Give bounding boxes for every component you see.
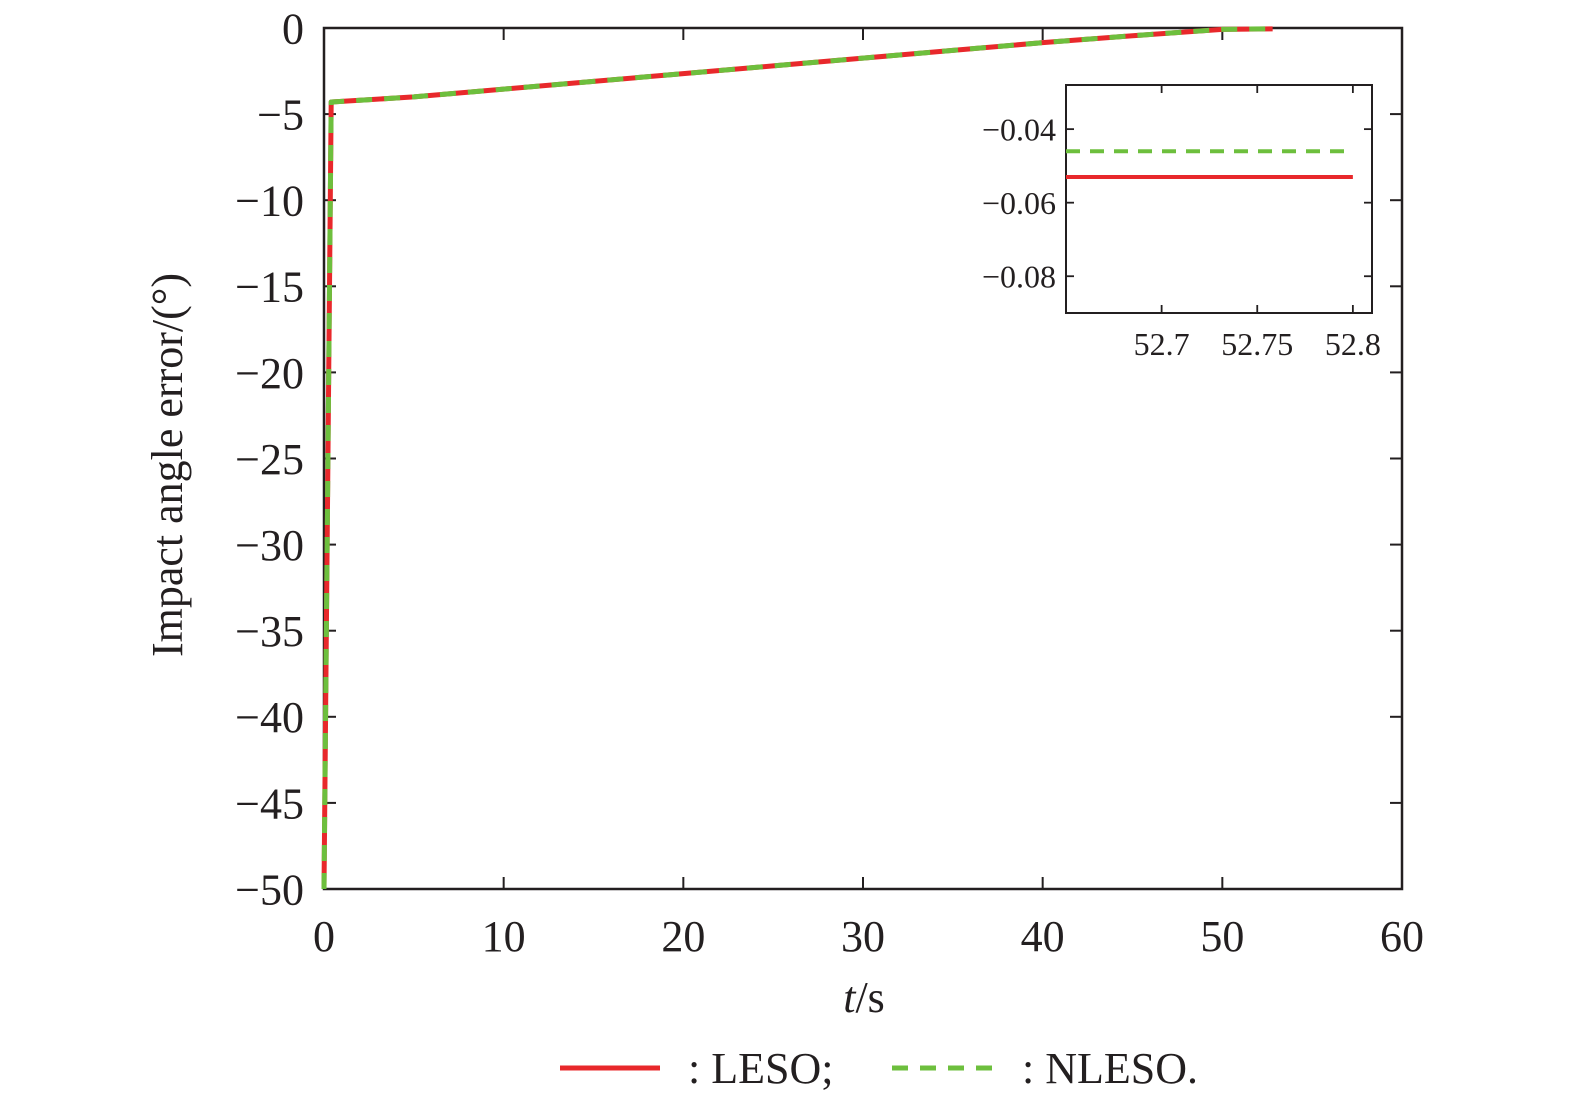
main-x-tick-label: 30 [841,912,885,961]
legend: : LESO; : NLESO. [560,1044,1198,1093]
inset-x-tick-label: 52.8 [1325,326,1381,362]
main-y-tick-label: −45 [235,779,304,828]
inset-frame [1065,84,1373,314]
main-y-tick-label: −25 [235,435,304,484]
legend-label-leso: : LESO; [688,1044,833,1093]
y-axis-label: Impact angle error/(°) [143,273,192,657]
main-series-nleso [321,26,1273,890]
main-plot: 0 10 20 30 40 50 60 0 −5 −10 −15 −20 −25 −30 −35 −40 −45… [235,4,1424,961]
main-y-tick-label: −40 [235,693,304,742]
main-x-tick-label: 20 [661,912,705,961]
main-y-tick-label: −20 [235,349,304,398]
main-y-tick-label: −5 [257,91,304,140]
main-y-tick-label: −50 [235,865,304,914]
main-x-tick-label: 10 [482,912,526,961]
main-x-tick-label: 60 [1380,912,1424,961]
legend-label-nleso: : NLESO. [1022,1044,1198,1093]
inset-x-tick-label: 52.75 [1221,326,1293,362]
main-y-tick-label: 0 [282,4,304,53]
inset-x-tick-label: 52.7 [1134,326,1190,362]
x-axis-label-italic: t [843,973,857,1022]
x-axis-label: t/s [843,973,885,1022]
main-y-tick-label: −35 [235,607,304,656]
main-x-tick-label: 50 [1200,912,1244,961]
main-x-tick-label: 40 [1021,912,1065,961]
inset-plot: 52.7 52.75 52.8 −0.04 −0.06 −0.08 [982,84,1381,362]
x-axis-label-unit: /s [855,973,884,1022]
main-y-tick-label: −10 [235,177,304,226]
main-y-tick-label: −15 [235,263,304,312]
inset-y-tick-label: −0.06 [982,185,1056,221]
main-y-tick-label: −30 [235,521,304,570]
inset-y-tick-label: −0.08 [982,258,1056,294]
inset-background [1066,85,1372,313]
main-x-tick-label: 0 [313,912,335,961]
inset-y-tick-label: −0.04 [982,111,1056,147]
